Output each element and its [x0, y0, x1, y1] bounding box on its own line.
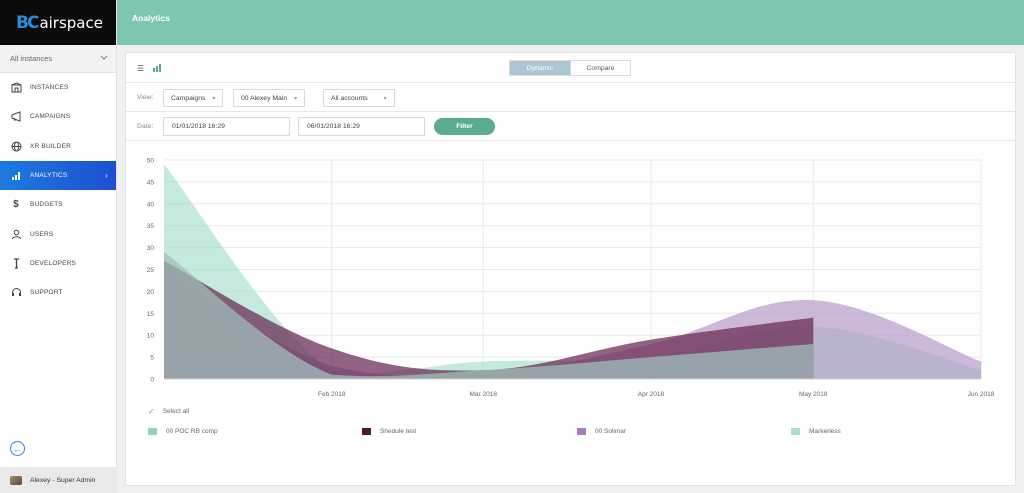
- list-view-icon[interactable]: ☰: [137, 64, 145, 73]
- user-icon: [10, 228, 22, 240]
- page-title: Analytics: [132, 13, 170, 23]
- megaphone-icon: [10, 111, 22, 123]
- sidebar-item-label: SUPPORT: [30, 289, 63, 297]
- legend-item[interactable]: Shedule test: [362, 428, 416, 435]
- date-to-input[interactable]: 06/01/2018 16:29: [298, 117, 425, 136]
- y-tick-label: 20: [147, 289, 155, 296]
- y-tick-label: 25: [147, 267, 155, 274]
- view-toolbar: ☰ Dynamic Compare: [126, 53, 1015, 83]
- building-icon: [10, 82, 22, 94]
- wrench-icon: [10, 257, 22, 269]
- sidebar-item-users[interactable]: USERS: [0, 219, 116, 248]
- y-tick-label: 0: [150, 377, 154, 384]
- sidebar-item-label: BUDGETS: [30, 201, 63, 209]
- sidebar-item-label: DEVELOPERS: [30, 259, 77, 267]
- view-filter-row: View: Campaigns ▾ 00 Alexey Main ▾ All a…: [126, 83, 1015, 112]
- instances-select[interactable]: All instances: [0, 45, 116, 73]
- logo-text: airspace: [39, 13, 103, 32]
- x-tick-label: May 2018: [799, 391, 828, 398]
- sidebar-item-support[interactable]: SUPPORT: [0, 278, 116, 307]
- legend-item[interactable]: 00 POC RB comp: [148, 428, 218, 435]
- instance-value: 00 Alexey Main: [241, 94, 288, 102]
- y-tick-label: 40: [147, 201, 155, 208]
- legend-label: Markerless: [809, 428, 841, 435]
- sidebar-item-label: CAMPAIGNS: [30, 113, 71, 121]
- legend-label: 00 Solimar: [595, 428, 627, 435]
- legend-label: Shedule test: [380, 428, 417, 435]
- select-all-label: Select all: [162, 408, 190, 415]
- date-filter-row: Date: 01/01/2018 16:29 06/01/2018 16:29 …: [126, 112, 1015, 141]
- chevron-right-icon: ›: [105, 171, 108, 181]
- legend-item[interactable]: 00 Solimar: [577, 428, 626, 435]
- sidebar-item-label: USERS: [30, 230, 54, 238]
- y-tick-label: 10: [147, 333, 155, 340]
- chart-view-icon[interactable]: [153, 64, 162, 74]
- sidebar-item-analytics[interactable]: ANALYTICS ›: [0, 160, 116, 191]
- y-tick-label: 30: [147, 245, 155, 252]
- y-tick-label: 5: [150, 355, 154, 362]
- sidebar-item-label: INSTANCES: [30, 84, 69, 92]
- view-label: View:: [137, 94, 154, 101]
- x-tick-label: Jun 2018: [968, 391, 995, 398]
- user-profile[interactable]: Alexey - Super Admin: [0, 467, 117, 493]
- accounts-select[interactable]: All accounts ▾: [323, 89, 395, 107]
- logo-mark: BC: [16, 12, 39, 33]
- sidebar-item-campaigns[interactable]: CAMPAIGNS: [0, 102, 116, 131]
- tab-dynamic[interactable]: Dynamic: [510, 61, 570, 75]
- sidebar-item-developers[interactable]: DEVELOPERS: [0, 249, 116, 278]
- chevron-down-icon: ▾: [383, 95, 387, 102]
- instances-select-label: All instances: [10, 54, 53, 63]
- legend-swatch: [791, 428, 800, 435]
- legend-item[interactable]: Markerless: [791, 428, 841, 435]
- y-tick-label: 45: [147, 179, 155, 186]
- mode-toggle: Dynamic Compare: [509, 60, 631, 76]
- x-tick-label: Feb 2018: [318, 391, 346, 398]
- user-name: Alexey - Super Admin: [30, 476, 96, 484]
- sidebar-item-instances[interactable]: INSTANCES: [0, 73, 116, 102]
- x-tick-label: Mar 2018: [469, 391, 497, 398]
- legend-label: 00 POC RB comp: [166, 428, 218, 435]
- instance-select[interactable]: 00 Alexey Main ▾: [233, 89, 306, 107]
- checkmark-icon: ✓: [148, 407, 155, 416]
- view-type-select[interactable]: Campaigns ▾: [163, 89, 224, 107]
- series-area: [164, 251, 814, 379]
- select-all-toggle[interactable]: ✓ Select all: [148, 407, 189, 416]
- top-header: Analytics: [117, 0, 1024, 45]
- headset-icon: [10, 287, 22, 299]
- series-area: [164, 260, 814, 379]
- sidebar-item-budgets[interactable]: $ BUDGETS: [0, 190, 116, 219]
- y-tick-label: 35: [147, 223, 155, 230]
- legend-swatch: [148, 428, 157, 435]
- analytics-area-chart: 0 5 10 15 20 25 30 35 40 45 50 Feb 2018 Mar 2018 Apr …: [147, 158, 995, 399]
- chevron-down-icon: ▾: [294, 95, 298, 102]
- tab-compare[interactable]: Compare: [570, 61, 630, 75]
- sidebar-item-label: XR BUILDER: [30, 142, 72, 150]
- analytics-panel: ☰ Dynamic Compare View: Campaigns ▾ 00 A…: [125, 52, 1016, 486]
- accounts-value: All accounts: [331, 94, 368, 102]
- logo[interactable]: BC airspace: [0, 0, 116, 45]
- avatar: [10, 475, 22, 485]
- dollar-icon: $: [13, 199, 19, 211]
- date-from-input[interactable]: 01/01/2018 16:29: [163, 117, 290, 136]
- sidebar-item-label: ANALYTICS: [30, 172, 68, 180]
- x-tick-label: Apr 2018: [638, 391, 665, 398]
- view-type-value: Campaigns: [171, 94, 206, 102]
- bar-chart-icon: [10, 170, 22, 182]
- collapse-sidebar-button[interactable]: ←: [10, 441, 25, 456]
- y-tick-label: 15: [147, 311, 155, 318]
- filter-button[interactable]: Filter: [434, 118, 495, 135]
- y-tick-label: 50: [147, 158, 155, 165]
- sidebar-item-xr-builder[interactable]: XR BUILDER: [0, 132, 116, 161]
- date-label: Date:: [137, 123, 154, 130]
- legend-swatch: [577, 428, 586, 435]
- sidebar: BC airspace All instances INSTANCES CAMP…: [0, 0, 117, 493]
- chevron-down-icon: [100, 54, 108, 63]
- chevron-down-icon: ▾: [212, 95, 216, 102]
- globe-icon: [10, 140, 22, 152]
- arrow-left-icon: ←: [13, 443, 22, 454]
- legend-swatch: [362, 428, 371, 435]
